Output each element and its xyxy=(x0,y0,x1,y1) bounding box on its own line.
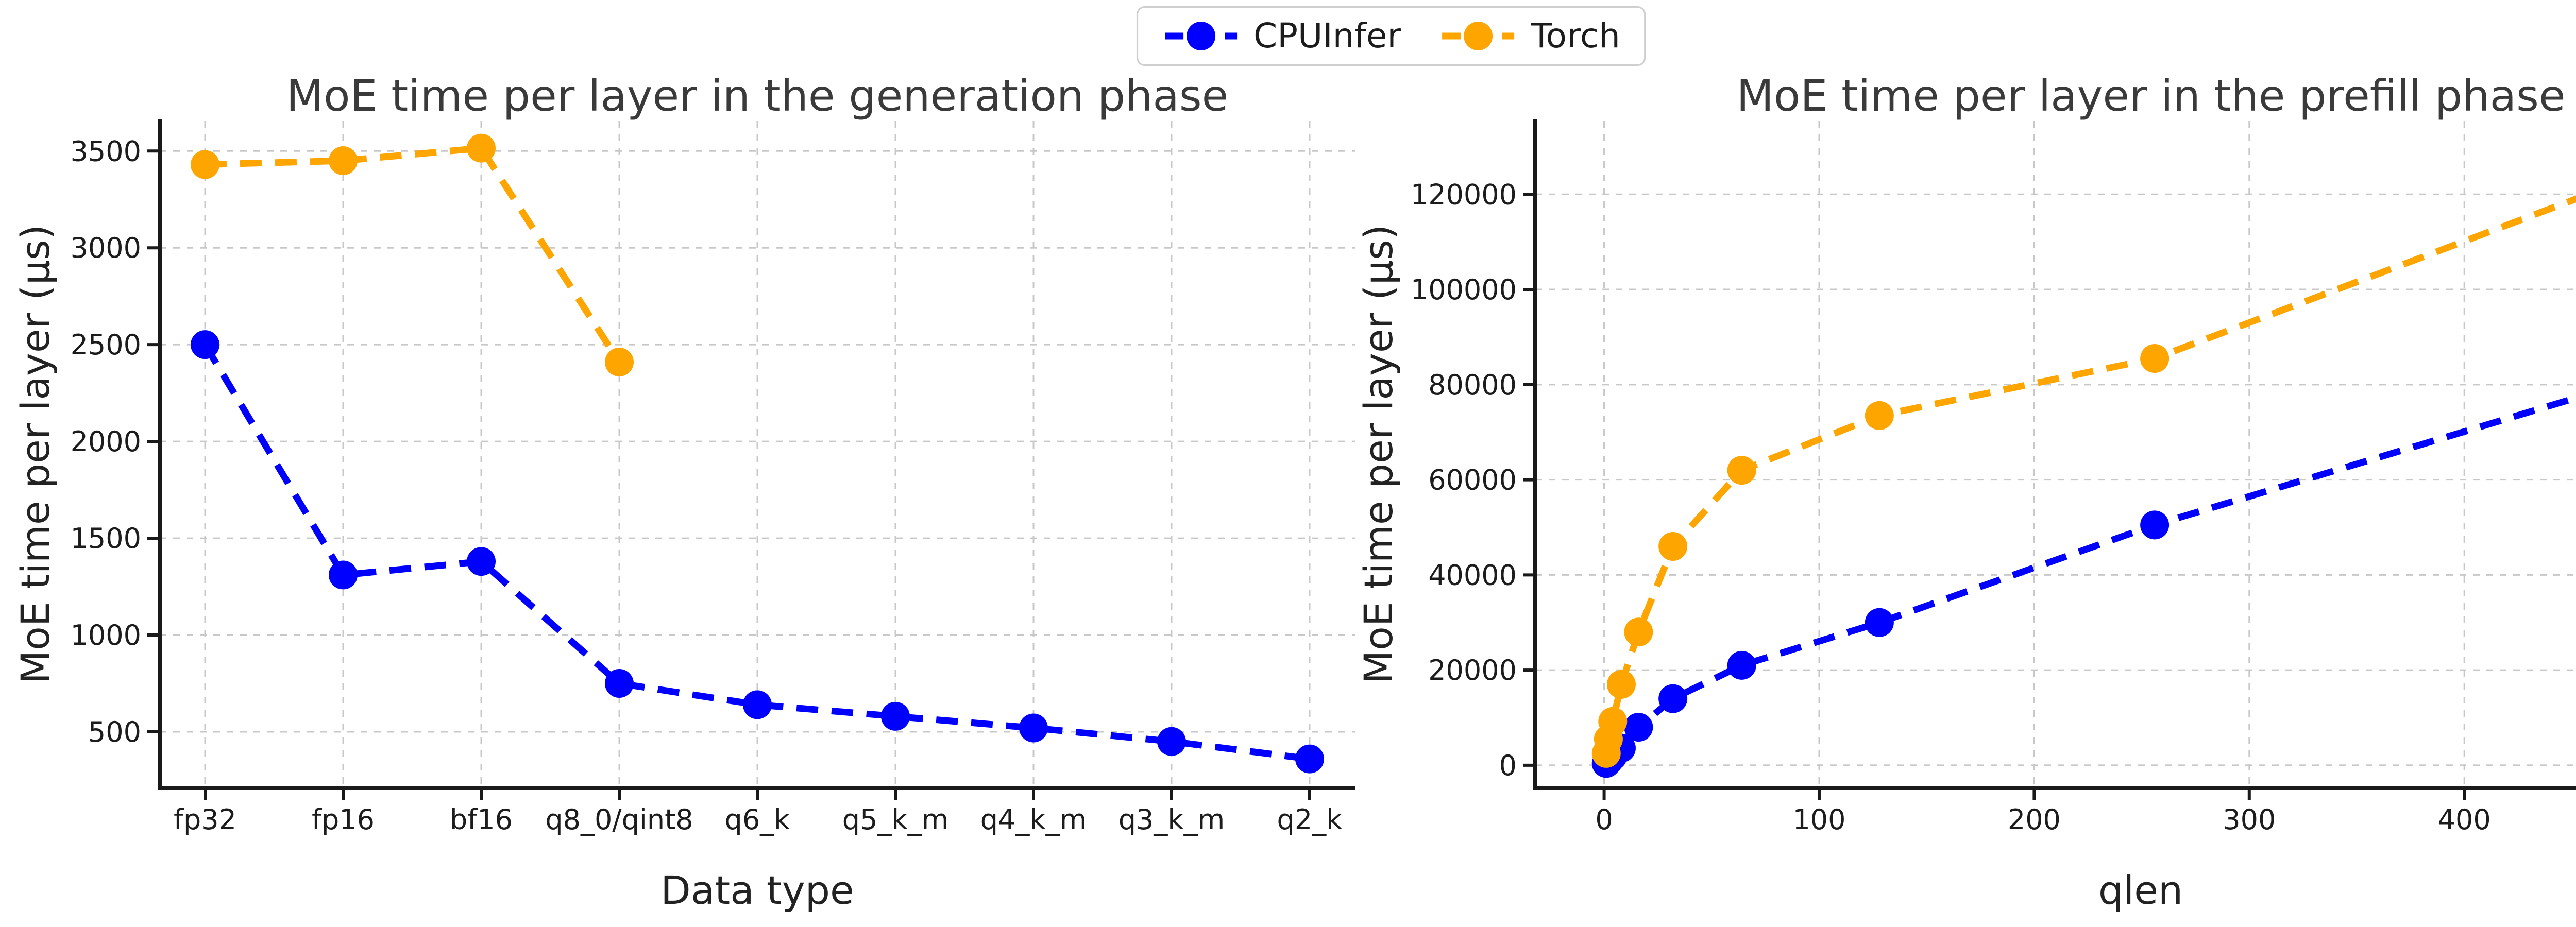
cpuinfer-data-point xyxy=(1658,684,1688,713)
generation-tick-labels: fp32 fp16 bf16 q8_0/qint8 q6_k q5_k_m q4_k_m q3… xyxy=(71,135,1343,836)
cpuinfer-data-point xyxy=(467,547,496,576)
x-tick-label: 100 xyxy=(1792,803,1845,836)
torch-data-point xyxy=(467,133,496,163)
y-tick-label: 1500 xyxy=(71,522,141,555)
y-tick-label: 3500 xyxy=(71,135,141,167)
y-tick-label: 0 xyxy=(1499,749,1517,782)
prefill-yaxis-title: MoE time per layer (µs) xyxy=(1355,225,1401,684)
x-tick-label: q2_k xyxy=(1277,803,1343,836)
cpuinfer-line xyxy=(1603,394,2576,766)
torch-line xyxy=(1603,195,2576,754)
legend-label-cpuinfer: CPUInfer xyxy=(1253,16,1401,56)
y-tick-label: 3000 xyxy=(71,232,141,264)
cpuinfer-data-point xyxy=(605,669,634,698)
x-tick-label: q3_k_m xyxy=(1118,803,1225,836)
cpuinfer-data-point xyxy=(329,560,358,590)
generation-spines xyxy=(158,119,1355,790)
torch-data-point xyxy=(1606,670,1636,699)
torch-data-point xyxy=(1865,401,1894,430)
y-tick-label: 40000 xyxy=(1428,559,1517,591)
prefill-series-cpuinfer xyxy=(1591,394,2576,778)
x-tick-label: bf16 xyxy=(450,803,513,836)
y-tick-label: 2500 xyxy=(71,329,141,361)
x-tick-label: q8_0/qint8 xyxy=(545,803,693,836)
generation-series-torch xyxy=(191,133,634,377)
y-tick-label: 100000 xyxy=(1411,273,1517,306)
y-tick-label: 2000 xyxy=(71,425,141,458)
y-tick-label: 500 xyxy=(88,716,141,748)
torch-data-point xyxy=(2140,344,2170,373)
x-tick-label: fp32 xyxy=(174,803,236,836)
cpuinfer-data-point xyxy=(1727,650,1756,680)
x-tick-label: 200 xyxy=(2008,803,2061,836)
x-tick-label: q5_k_m xyxy=(842,803,949,836)
generation-series-cpuinfer xyxy=(191,330,1324,774)
prefill-series-torch xyxy=(1591,195,2576,768)
x-tick-label: fp16 xyxy=(312,803,375,836)
x-tick-label: 300 xyxy=(2223,803,2276,836)
cpuinfer-data-point xyxy=(1295,744,1324,774)
cpuinfer-data-point xyxy=(743,690,772,719)
legend-label-torch: Torch xyxy=(1531,16,1620,56)
prefill-chart-title: MoE time per layer in the prefill phase xyxy=(1736,71,2565,121)
legend-item-torch: Torch xyxy=(1439,18,1620,54)
y-tick-label: 80000 xyxy=(1428,369,1517,401)
cpuinfer-data-point xyxy=(1019,713,1048,743)
y-tick-label: 120000 xyxy=(1411,178,1517,211)
cpuinfer-data-point xyxy=(881,701,910,731)
cpuinfer-data-point xyxy=(191,330,219,359)
cpuinfer-data-point xyxy=(1157,727,1186,756)
legend-item-cpuinfer: CPUInfer xyxy=(1162,18,1401,54)
cpuinfer-line-marker-icon xyxy=(1165,22,1238,50)
prefill-spines xyxy=(1533,119,2576,790)
cpuinfer-data-point xyxy=(1624,713,1653,742)
x-tick-label: q6_k xyxy=(725,803,791,836)
torch-data-point xyxy=(1598,707,1628,736)
generation-grid xyxy=(160,121,1355,788)
torch-data-point xyxy=(191,150,219,179)
legend: CPUInfer Torch xyxy=(1137,6,1646,66)
x-tick-label: q4_k_m xyxy=(980,803,1087,836)
prefill-tick-labels: 0100200300400500020000400006000080000100… xyxy=(1411,178,2491,836)
torch-line xyxy=(205,144,622,364)
prefill-ticks xyxy=(1523,193,2466,800)
y-tick-label: 60000 xyxy=(1428,464,1517,496)
torch-data-point xyxy=(1658,531,1688,561)
torch-line-marker-icon xyxy=(1442,22,1515,50)
generation-xaxis-title: Data type xyxy=(660,867,854,913)
generation-ticks xyxy=(147,149,1311,800)
prefill-xaxis-title: qlen xyxy=(2098,867,2183,913)
torch-data-point xyxy=(1624,617,1653,647)
prefill-chart: 0100200300400500020000400006000080000100… xyxy=(1411,119,2576,836)
generation-yaxis-title: MoE time per layer (µs) xyxy=(12,225,58,684)
y-tick-label: 1000 xyxy=(71,619,141,651)
torch-data-point xyxy=(329,146,358,176)
x-tick-label: 0 xyxy=(1595,803,1613,836)
x-tick-label: 400 xyxy=(2438,803,2491,836)
y-tick-label: 20000 xyxy=(1428,654,1517,686)
cpuinfer-data-point xyxy=(1865,608,1894,637)
cpuinfer-data-point xyxy=(2140,510,2170,540)
cpuinfer-line xyxy=(202,342,1310,763)
prefill-grid xyxy=(1535,121,2576,788)
torch-data-point xyxy=(1727,456,1756,485)
generation-chart: fp32 fp16 bf16 q8_0/qint8 q6_k q5_k_m q4_k_m q3… xyxy=(71,119,1355,836)
torch-data-point xyxy=(605,348,634,377)
generation-chart-title: MoE time per layer in the generation pha… xyxy=(286,71,1229,121)
